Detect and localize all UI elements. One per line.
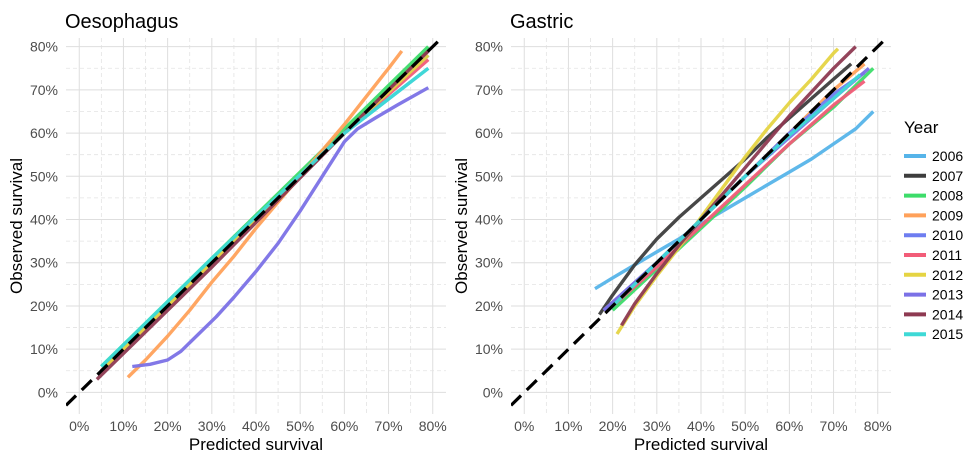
y-tick-label: 0% <box>483 384 503 400</box>
x-tick-label: 30% <box>198 418 226 434</box>
x-tick-label: 40% <box>242 418 270 434</box>
y-tick-label: 80% <box>475 39 503 55</box>
legend-label: 2010 <box>932 227 963 243</box>
x-tick-label: 70% <box>820 418 848 434</box>
panel-gastric: 0% 10% 20% 30% 40% 50% 60% 70% 80% 0% 10% 20% 30% 40%… <box>452 11 892 454</box>
x-tick-label: 40% <box>687 418 715 434</box>
x-tick-label: 60% <box>775 418 803 434</box>
legend-label: 2015 <box>932 326 963 342</box>
legend-label: 2006 <box>932 148 963 164</box>
x-tick-label: 10% <box>109 418 137 434</box>
legend-label: 2008 <box>932 188 963 204</box>
series-line-2009 <box>126 49 404 379</box>
series-line-2007 <box>597 62 853 316</box>
x-tick-label: 70% <box>375 418 403 434</box>
x-tick-label: 80% <box>864 418 892 434</box>
y-tick-label: 50% <box>475 168 503 184</box>
x-tick-label: 50% <box>731 418 759 434</box>
series-group <box>511 38 889 407</box>
y-tick-label: 30% <box>475 255 503 271</box>
y-tick-label: 20% <box>475 298 503 314</box>
legend-title: Year <box>904 118 939 137</box>
legend-label: 2011 <box>932 247 962 263</box>
x-axis-title: Predicted survival <box>189 435 323 454</box>
x-axis-title: Predicted survival <box>634 435 768 454</box>
series-line-2011 <box>611 79 866 308</box>
reference-line <box>511 38 889 407</box>
panel-title: Oesophagus <box>65 11 178 33</box>
y-tick-label: 50% <box>30 168 58 184</box>
y-tick-label: 30% <box>30 255 58 271</box>
y-tick-label: 70% <box>30 82 58 98</box>
x-tick-label: 60% <box>330 418 358 434</box>
x-tick-label: 30% <box>643 418 671 434</box>
y-tick-label: 40% <box>30 212 58 228</box>
series-line-2013 <box>132 86 430 369</box>
x-tick-label: 50% <box>286 418 314 434</box>
y-axis-title: Observed survival <box>7 158 26 294</box>
x-tick-label: 10% <box>554 418 582 434</box>
gridlines <box>66 38 446 414</box>
x-tick-label: 80% <box>419 418 447 434</box>
y-tick-label: 40% <box>475 212 503 228</box>
series-line-2014 <box>620 45 857 327</box>
legend-label: 2014 <box>932 306 963 322</box>
reference-line <box>66 38 444 407</box>
x-tick-label: 0% <box>514 418 534 434</box>
y-tick-label: 10% <box>30 341 58 357</box>
y-tick-label: 60% <box>475 125 503 141</box>
panel-oesophagus: 0% 10% 20% 30% 40% 50% 60% 70% 80% 0% 10% 20% 30% 40%… <box>7 11 447 454</box>
y-tick-label: 10% <box>475 341 503 357</box>
legend: Year 2006 2007 2008 2009 2010 2011 2012 2013 2014… <box>904 118 963 342</box>
x-tick-label: 0% <box>69 418 89 434</box>
y-tick-label: 80% <box>30 39 58 55</box>
series-group <box>66 38 444 407</box>
y-tick-label: 20% <box>30 298 58 314</box>
legend-label: 2012 <box>932 267 963 283</box>
y-tick-label: 0% <box>38 384 58 400</box>
legend-label: 2009 <box>932 207 963 223</box>
y-axis-title: Observed survival <box>452 158 471 294</box>
panel-title: Gastric <box>510 11 573 33</box>
legend-label: 2007 <box>932 168 963 184</box>
x-tick-label: 20% <box>599 418 627 434</box>
x-tick-label: 20% <box>154 418 182 434</box>
legend-label: 2013 <box>932 287 963 303</box>
y-tick-label: 60% <box>30 125 58 141</box>
y-tick-label: 70% <box>475 82 503 98</box>
